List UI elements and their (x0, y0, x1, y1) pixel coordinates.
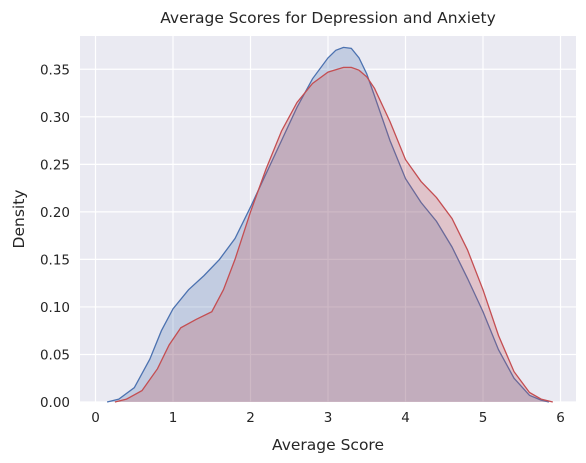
y-tick-label: 0.30 (40, 110, 70, 126)
density-area-series-1 (107, 47, 549, 403)
x-tick-label: 6 (556, 410, 565, 426)
density-line-series-2 (114, 66, 553, 403)
y-tick-label: 0.10 (40, 300, 70, 316)
y-tick-label: 0.00 (40, 395, 70, 411)
x-tick-label: 4 (401, 410, 410, 426)
y-tick-label: 0.25 (40, 157, 70, 173)
density-area-series-2 (114, 67, 553, 403)
y-tick-label: 0.05 (40, 347, 70, 363)
x-tick-label: 0 (91, 410, 100, 426)
y-axis-label: Density (10, 190, 28, 249)
x-tick-label: 5 (479, 410, 488, 426)
gridlines (80, 36, 576, 403)
x-axis-label: Average Score (272, 436, 384, 454)
x-tick-label: 3 (324, 410, 333, 426)
density-curves (106, 46, 553, 403)
x-tick-label: 2 (246, 410, 255, 426)
y-tick-label: 0.35 (40, 62, 70, 78)
x-tick-labels: 0 1 2 3 4 5 6 (91, 410, 565, 426)
density-line-series-1 (106, 46, 550, 403)
y-tick-label: 0.20 (40, 205, 70, 221)
y-tick-label: 0.15 (40, 252, 70, 268)
chart-title: Average Scores for Depression and Anxiet… (160, 9, 496, 27)
x-tick-label: 1 (169, 410, 178, 426)
y-tick-labels: 0.00 0.05 0.10 0.15 0.20 0.25 0.30 0.35 (40, 62, 70, 411)
